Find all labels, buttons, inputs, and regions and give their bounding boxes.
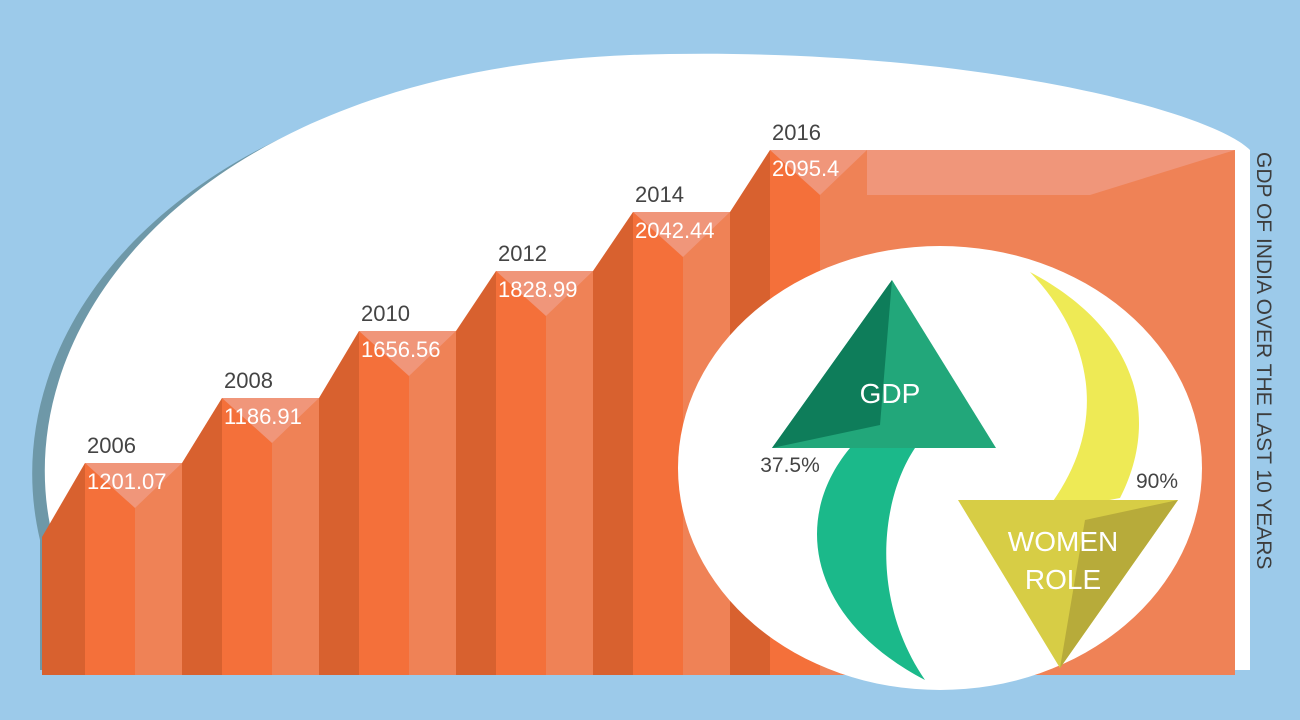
- bar-top-cap: [633, 212, 730, 257]
- bar-2008: 2008 1186.91: [222, 331, 359, 675]
- women-role-label-line1: WOMEN: [1008, 526, 1118, 557]
- bar-top-cap: [496, 271, 593, 316]
- bar-2006: 2006 1201.07: [85, 398, 222, 675]
- gdp-percent-label: 37.5%: [760, 454, 820, 477]
- bar-top-cap: [85, 463, 182, 508]
- bar-value-label: 2042.44: [635, 218, 715, 243]
- gdp-arrow-tail: [817, 448, 925, 680]
- bar-side-face: [409, 331, 456, 675]
- bar-year-label: 2016: [772, 120, 821, 145]
- bar-year-label: 2008: [224, 368, 273, 393]
- bar-side-face: [546, 271, 593, 675]
- bar-2010: 2010 1656.56: [359, 271, 496, 675]
- bar-front-face: [633, 212, 683, 675]
- gdp-arrow-label: GDP: [860, 378, 921, 409]
- bar-year-label: 2012: [498, 241, 547, 266]
- bar-front-face: [496, 271, 546, 675]
- bar-value-label: 1828.99: [498, 277, 578, 302]
- bar-connector: [593, 212, 633, 675]
- indicator-panel: GDP 37.5% WOMEN ROLE 90%: [678, 246, 1202, 690]
- bar-connector: [319, 331, 359, 675]
- bar-top-cap: [222, 398, 319, 443]
- bar-year-label: 2010: [361, 301, 410, 326]
- bar-value-label: 2095.4: [772, 156, 839, 181]
- bar-side-face: [272, 398, 319, 675]
- bar-2016-extension-cap: [867, 150, 1235, 195]
- bar-connector: [456, 271, 496, 675]
- bar-front-face: [222, 398, 272, 675]
- bar-top-cap: [770, 150, 867, 195]
- bar-year-label: 2014: [635, 182, 684, 207]
- women-role-arrow-head-shade: [1060, 500, 1178, 668]
- bar-value-label: 1186.91: [224, 404, 302, 429]
- bar-value-label: 1656.56: [361, 337, 441, 362]
- bar-left-wall: [42, 463, 85, 675]
- bar-value-label: 1201.07: [87, 469, 167, 494]
- bar-front-face: [359, 331, 409, 675]
- gdp-arrow-head-shade: [772, 280, 892, 448]
- bar-top-cap: [359, 331, 456, 376]
- women-role-arrow-tail: [1030, 272, 1140, 512]
- women-role-percent-label: 90%: [1136, 470, 1178, 493]
- chart-title: GDP OF INDIA OVER THE LAST 10 YEARS: [1252, 152, 1275, 569]
- bar-2012: 2012 1828.99: [496, 212, 633, 675]
- bar-year-label: 2006: [87, 433, 136, 458]
- women-role-label-line2: ROLE: [1025, 564, 1101, 595]
- bar-connector: [182, 398, 222, 675]
